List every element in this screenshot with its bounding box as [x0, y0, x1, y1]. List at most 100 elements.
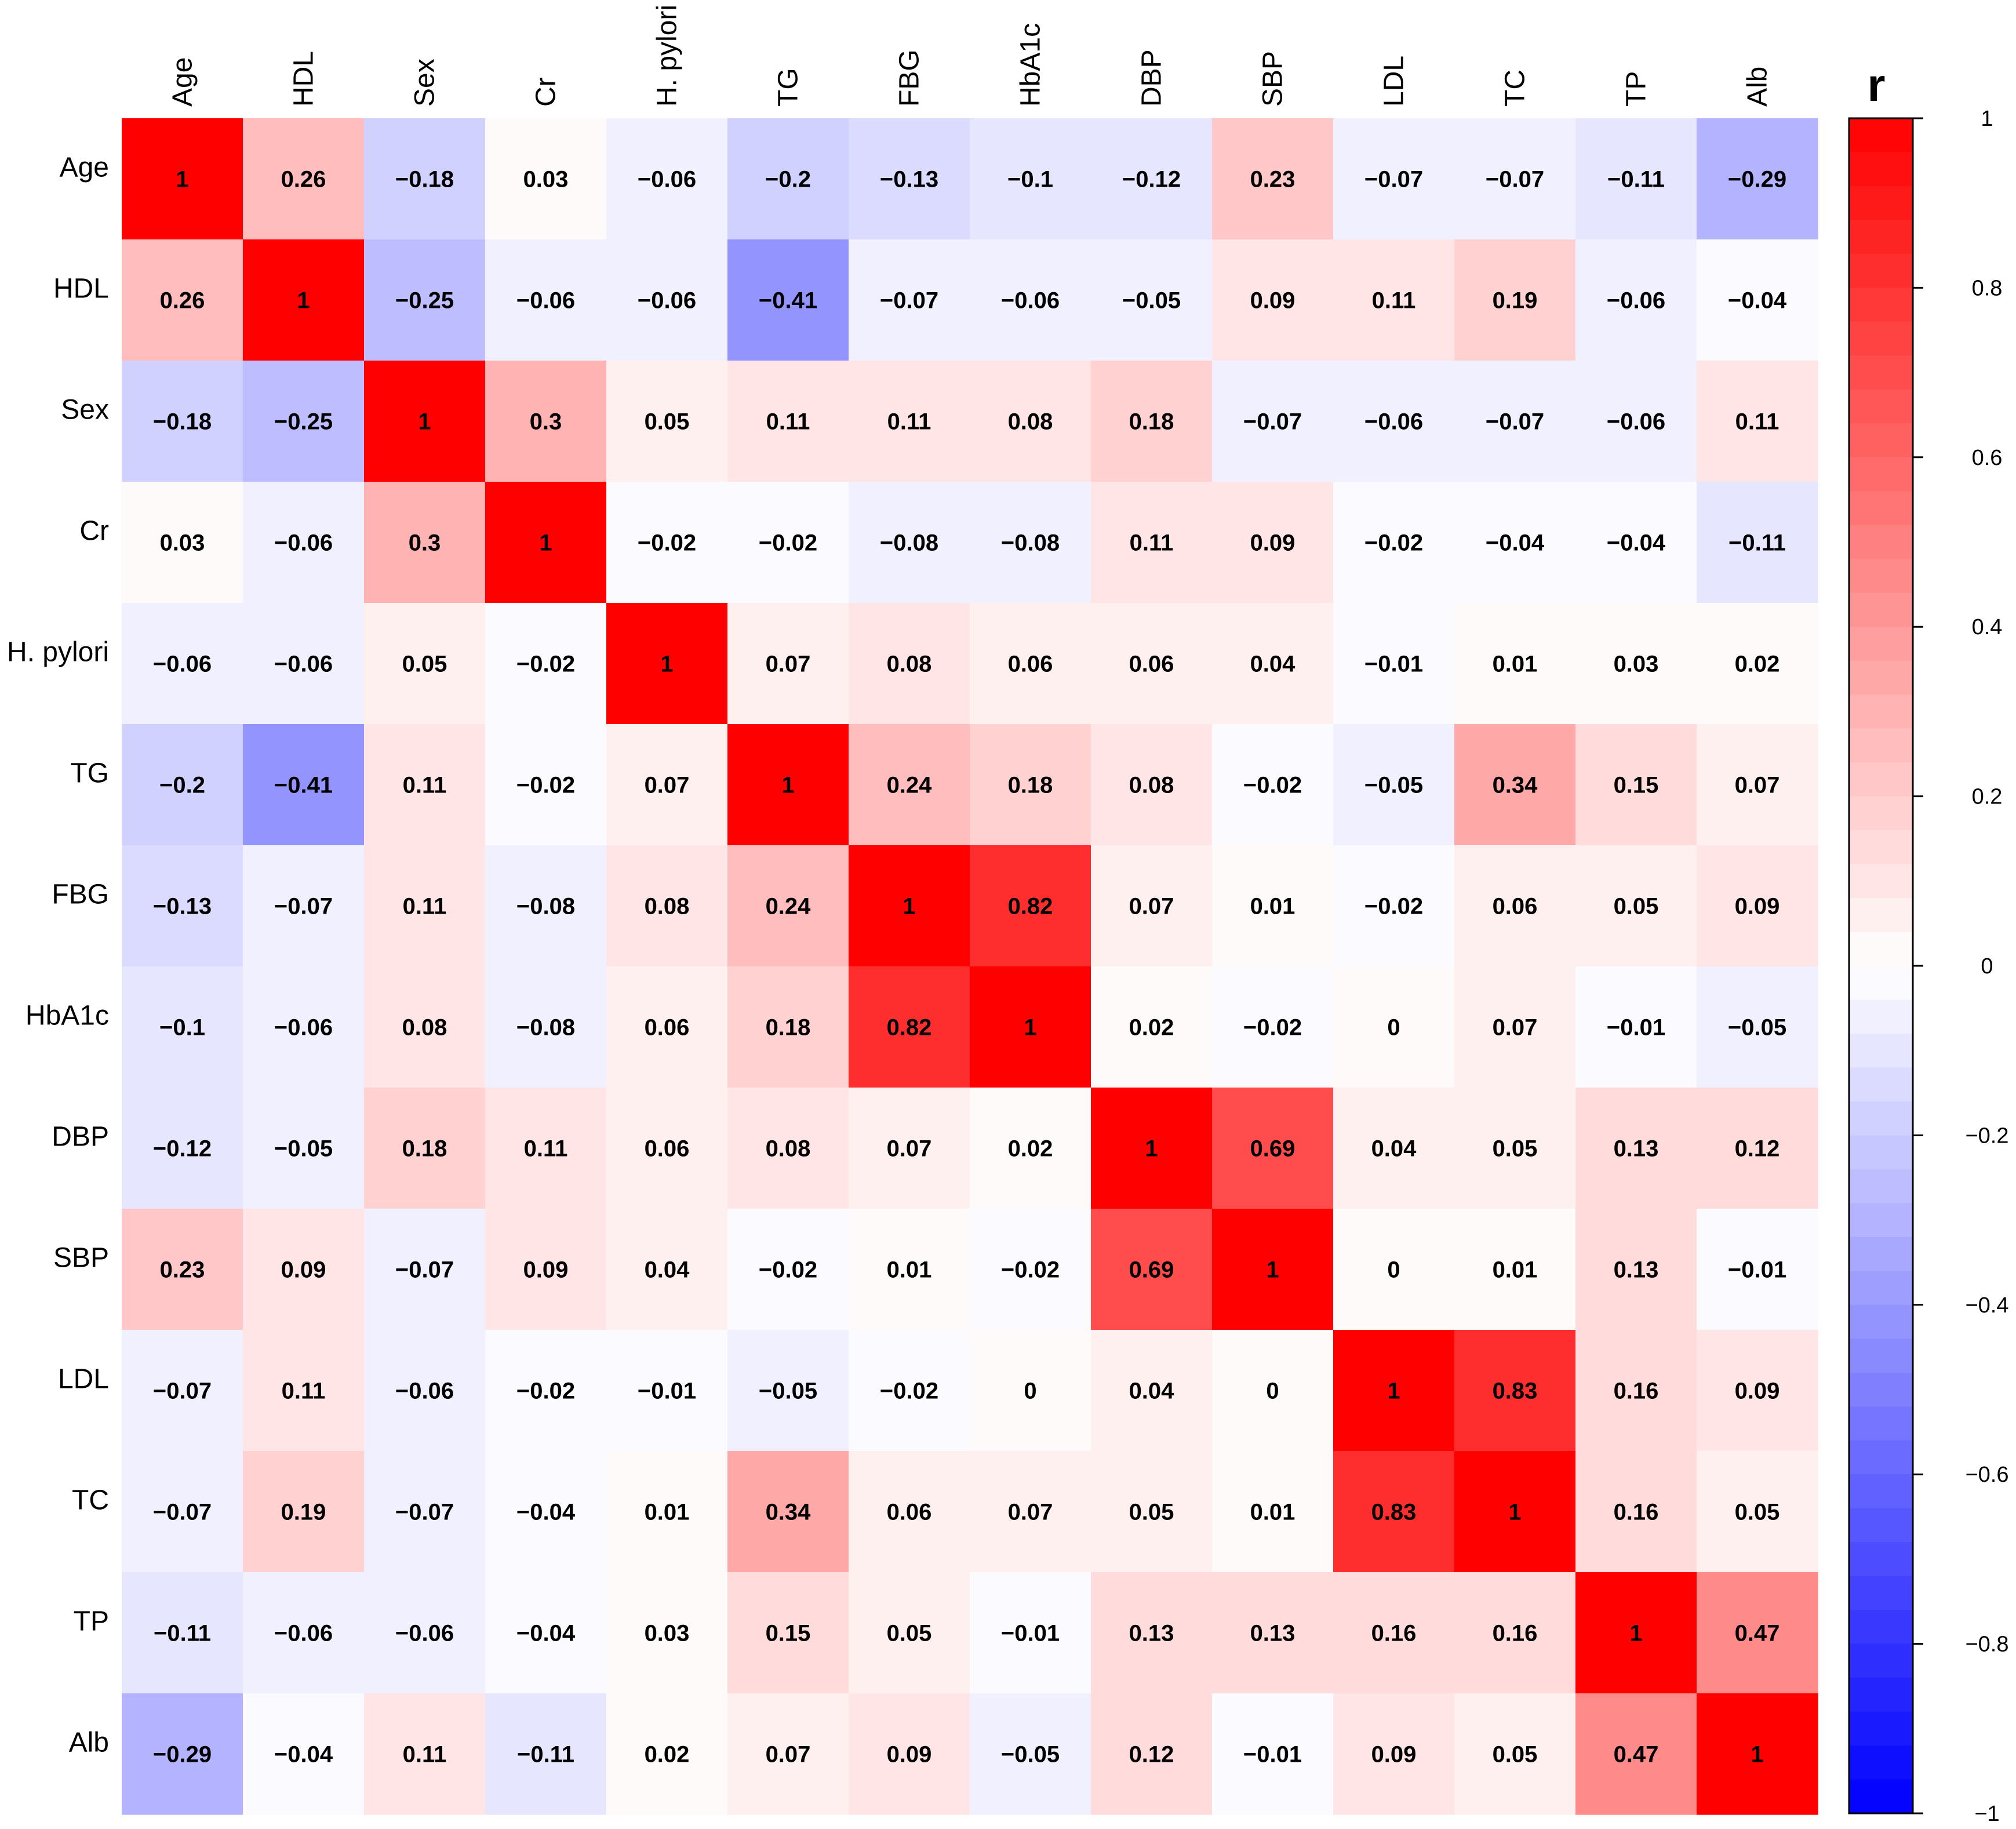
column-label-tg: TG — [773, 68, 804, 107]
heatmap-cell-sbp-tg — [727, 1209, 849, 1330]
heatmap-cell-age-hdl — [243, 118, 365, 240]
cell-value-sbp-ldl: 0 — [1387, 1257, 1400, 1283]
cell-value-hdl-tc: 0.19 — [1493, 288, 1538, 314]
cell-value-fbg-sbp: 0.01 — [1250, 894, 1296, 919]
heatmap-cell-sbp-dbp — [1091, 1209, 1213, 1330]
cell-value-fbg-tp: 0.05 — [1614, 894, 1659, 919]
heatmap-cell-tp-fbg — [849, 1572, 970, 1694]
heatmap-cell-tp-alb — [1697, 1572, 1818, 1694]
heatmap-cell-tc-hdl — [243, 1451, 365, 1573]
heatmap-cell-fbg-tp — [1575, 845, 1697, 967]
colorbar-step — [1849, 1678, 1913, 1712]
cell-value-tc-dbp: 0.05 — [1129, 1500, 1174, 1525]
cell-value-sex-age: −0.18 — [153, 409, 212, 435]
cell-value-hdl-alb: −0.04 — [1728, 288, 1787, 314]
row-label-ldl: LDL — [58, 1364, 109, 1395]
cell-value-sbp-hba1c: −0.02 — [1001, 1257, 1060, 1283]
cell-value-ldl-ldl: 1 — [1387, 1379, 1400, 1404]
colorbar-step — [1849, 999, 1913, 1034]
heatmap-cell-hdl-tg — [727, 239, 849, 361]
cell-value-dbp-tc: 0.05 — [1493, 1136, 1538, 1162]
heatmap-cell-dbp-age — [122, 1088, 243, 1209]
cell-value-h-pylori-fbg: 0.08 — [887, 652, 932, 677]
colorbar-tick-label: −0.8 — [1965, 1632, 2008, 1657]
heatmap-cell-hdl-sex — [364, 239, 486, 361]
colorbar-step — [1849, 864, 1913, 899]
heatmap-cell-tc-tc — [1454, 1451, 1576, 1573]
colorbar-step — [1849, 152, 1913, 187]
heatmap-cell-tp-tp — [1575, 1572, 1697, 1694]
cell-value-tc-tp: 0.16 — [1614, 1500, 1659, 1525]
cell-value-sbp-alb: −0.01 — [1728, 1257, 1786, 1283]
cell-value-hdl-sbp: 0.09 — [1250, 288, 1296, 314]
heatmap-cell-tc-fbg — [849, 1451, 970, 1573]
colorbar: 1 0.8 0.6 0.4 0.2 0 −0.2 −0.4 −0.6 −0.8 −1 r — [1848, 59, 2009, 1826]
colorbar-step — [1849, 762, 1913, 797]
cell-value-dbp-dbp: 1 — [1145, 1136, 1158, 1162]
cell-value-age-tg: −0.2 — [765, 167, 811, 192]
heatmap-cell-ldl-tg — [727, 1330, 849, 1452]
heatmap-cell-tp-cr — [485, 1572, 607, 1694]
cell-value-cr-dbp: 0.11 — [1130, 530, 1174, 556]
colorbar-tick-label: 0.2 — [1972, 785, 2003, 809]
cell-value-cr-tc: −0.04 — [1486, 530, 1545, 556]
heatmap-cell-cr-alb — [1697, 482, 1818, 603]
cell-value-tp-ldl: 0.16 — [1371, 1621, 1417, 1646]
heatmap-cell-tc-hba1c — [970, 1451, 1091, 1573]
colorbar-step — [1849, 220, 1913, 254]
heatmap-cell-hba1c-sex — [364, 966, 486, 1088]
cell-value-tp-age: −0.11 — [154, 1621, 211, 1646]
cell-value-alb-fbg: 0.09 — [887, 1742, 932, 1768]
heatmap-cell-h-pylori-tc — [1454, 603, 1576, 725]
row-label-sbp: SBP — [53, 1243, 109, 1274]
cell-value-tc-age: −0.07 — [153, 1500, 212, 1525]
heatmap-cell-tg-alb — [1697, 724, 1818, 846]
column-label-ldl: LDL — [1379, 56, 1410, 107]
cell-value-alb-age: −0.29 — [153, 1742, 212, 1768]
heatmap-cell-hba1c-sbp — [1212, 966, 1334, 1088]
heatmap-cell-cr-age — [122, 482, 243, 603]
cell-value-alb-hdl: −0.04 — [274, 1742, 333, 1768]
heatmap-cell-fbg-hdl — [243, 845, 365, 967]
heatmap-cell-tc-alb — [1697, 1451, 1818, 1573]
cell-value-h-pylori-hba1c: 0.06 — [1008, 652, 1053, 677]
cell-value-ldl-h-pylori: −0.01 — [638, 1379, 696, 1404]
cell-value-dbp-hdl: −0.05 — [274, 1136, 333, 1162]
cell-value-age-tc: −0.07 — [1486, 167, 1544, 192]
heatmap-cell-cr-tg — [727, 482, 849, 603]
heatmap-cell-cr-fbg — [849, 482, 970, 603]
cell-value-cr-h-pylori: −0.02 — [638, 530, 696, 556]
heatmap-cell-alb-dbp — [1091, 1693, 1213, 1815]
heatmap-cell-tp-sbp — [1212, 1572, 1334, 1694]
cell-value-tg-cr: −0.02 — [516, 773, 575, 798]
cell-value-alb-ldl: 0.09 — [1371, 1742, 1417, 1768]
heatmap-cell-tp-sex — [364, 1572, 486, 1694]
heatmap-cell-hba1c-cr — [485, 966, 607, 1088]
cell-value-hdl-hba1c: −0.06 — [1001, 288, 1060, 314]
cell-value-tg-hdl: −0.41 — [274, 773, 333, 798]
cell-value-age-cr: 0.03 — [523, 167, 569, 192]
heatmap-cell-sex-ldl — [1333, 361, 1455, 482]
heatmap-cell-ldl-hba1c — [970, 1330, 1091, 1452]
heatmap-cell-sex-alb — [1697, 361, 1818, 482]
cell-value-cr-sex: 0.3 — [409, 530, 441, 556]
heatmap-cell-hba1c-tp — [1575, 966, 1697, 1088]
column-label-tc: TC — [1500, 70, 1531, 107]
cell-value-sex-sbp: −0.07 — [1243, 409, 1302, 435]
cell-value-tc-sbp: 0.01 — [1250, 1500, 1296, 1525]
colorbar-step — [1849, 1101, 1913, 1136]
cell-value-cr-ldl: −0.02 — [1364, 530, 1423, 556]
heatmap-cell-hba1c-h-pylori — [606, 966, 728, 1088]
cell-value-alb-sex: 0.11 — [403, 1742, 447, 1768]
colorbar-step — [1849, 898, 1913, 933]
heatmap-cell-ldl-tc — [1454, 1330, 1576, 1452]
row-label-tg: TG — [70, 758, 109, 789]
colorbar-step — [1849, 1643, 1913, 1678]
cell-value-h-pylori-h-pylori: 1 — [660, 652, 673, 677]
row-label-fbg: FBG — [52, 879, 109, 910]
cell-value-tg-h-pylori: 0.07 — [645, 773, 690, 798]
cell-value-hba1c-hdl: −0.06 — [274, 1015, 333, 1041]
heatmap-cell-dbp-sbp — [1212, 1088, 1334, 1209]
cell-value-tc-sex: −0.07 — [395, 1500, 454, 1525]
heatmap-cell-alb-age — [122, 1693, 243, 1815]
